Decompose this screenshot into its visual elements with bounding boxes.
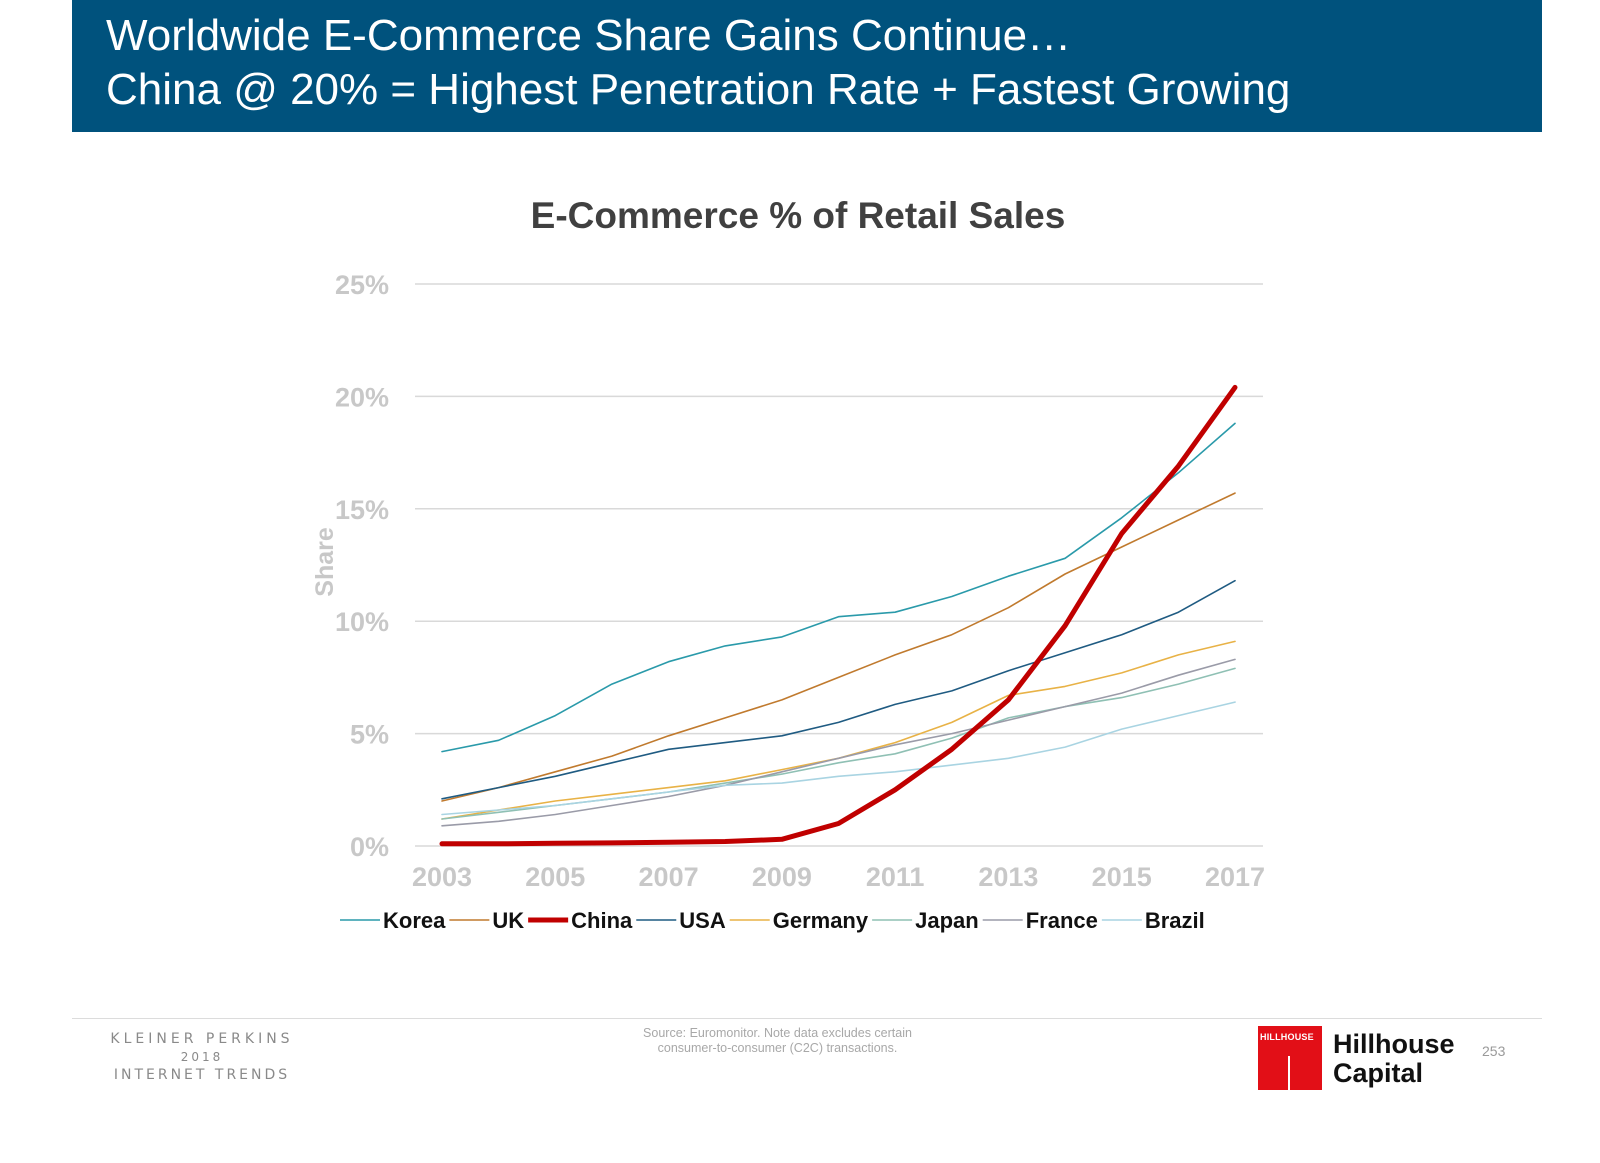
source-line-1: Source: Euromonitor. Note data excludes … — [643, 1026, 912, 1040]
line-chart: E-Commerce % of Retail Sales Share 0% 5% 1… — [311, 195, 1265, 933]
x-tick-label: 2005 — [525, 862, 585, 892]
series-line-japan — [441, 667, 1236, 820]
x-tick-label: 2011 — [866, 862, 925, 892]
y-tick-label: 0% — [350, 832, 389, 862]
series-line-korea — [441, 422, 1236, 753]
hillhouse-logo-bar — [1288, 1056, 1290, 1090]
footer-divider — [72, 1018, 1542, 1019]
brand-line-1: Hillhouse — [1333, 1029, 1455, 1059]
legend-label-japan: Japan — [915, 908, 979, 933]
x-tick-label: 2015 — [1092, 862, 1152, 892]
legend-label-france: France — [1026, 908, 1098, 933]
legend-label-brazil: Brazil — [1145, 908, 1205, 933]
x-tick-label: 2009 — [752, 862, 812, 892]
x-tick-label: 2017 — [1205, 862, 1265, 892]
x-tick-label: 2013 — [978, 862, 1038, 892]
y-tick-label: 5% — [350, 720, 389, 750]
legend: Korea UK China USA Germany Japan France Brazil — [340, 908, 1205, 933]
slide-title-line-2: China @ 20% = Highest Penetration Rate +… — [106, 65, 1291, 114]
hillhouse-logo-text: HILLHOUSE — [1260, 1032, 1314, 1042]
x-tick-labels: 2003 2005 2007 2009 2011 2013 2015 2017 — [412, 862, 1265, 892]
kp-logo-line-3: INTERNET TRENDS — [113, 1067, 291, 1083]
series-line-france — [441, 658, 1236, 827]
kp-logo-line-2: 2018 — [180, 1050, 224, 1064]
kp-logo-line-1: KLEINER PERKINS — [110, 1031, 294, 1047]
series-line-usa — [441, 579, 1236, 800]
x-tick-label: 2003 — [412, 862, 472, 892]
legend-label-korea: Korea — [383, 908, 446, 933]
brand-line-2: Capital — [1333, 1058, 1424, 1088]
slide-title-line-1: Worldwide E-Commerce Share Gains Continu… — [106, 11, 1072, 60]
chart-title: E-Commerce % of Retail Sales — [531, 195, 1066, 236]
y-tick-labels: 0% 5% 10% 15% 20% 25% — [335, 270, 389, 862]
x-tick-label: 2007 — [639, 862, 699, 892]
title-banner: Worldwide E-Commerce Share Gains Continu… — [72, 0, 1542, 132]
y-axis-label: Share — [311, 527, 339, 597]
series-line-china — [439, 384, 1238, 847]
source-note: Source: Euromonitor. Note data excludes … — [600, 1026, 955, 1056]
legend-label-china: China — [571, 908, 633, 933]
y-tick-label: 10% — [335, 607, 389, 637]
y-tick-label: 15% — [335, 495, 389, 525]
hillhouse-logo-icon: HILLHOUSE — [1258, 1026, 1322, 1090]
hillhouse-capital-wordmark: Hillhouse Capital — [1333, 1030, 1455, 1088]
series-line-uk — [441, 492, 1236, 802]
y-tick-label: 25% — [335, 270, 389, 300]
page-number: 253 — [1482, 1043, 1506, 1059]
y-tick-label: 20% — [335, 382, 389, 412]
legend-label-usa: USA — [679, 908, 726, 933]
gridlines — [415, 283, 1263, 847]
series-line-brazil — [441, 701, 1236, 816]
kleiner-perkins-logo: KLEINER PERKINS 2018 INTERNET TRENDS — [88, 1030, 316, 1084]
source-line-2: consumer-to-consumer (C2C) transactions. — [657, 1041, 898, 1055]
legend-label-uk: UK — [492, 908, 524, 933]
series-lines — [439, 384, 1238, 847]
legend-label-germany: Germany — [773, 908, 869, 933]
